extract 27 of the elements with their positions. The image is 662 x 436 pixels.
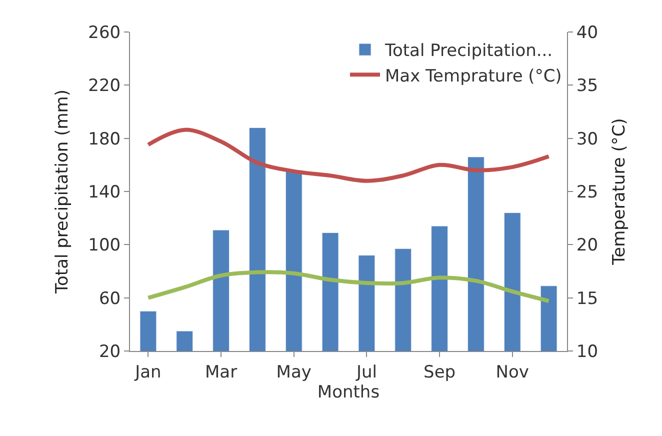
y-tick-label: 180 xyxy=(88,129,121,150)
y-tick-label: 140 xyxy=(88,182,121,202)
line-series xyxy=(146,270,551,304)
y2-tick-label: 10 xyxy=(576,342,598,362)
x-tick-label: May xyxy=(276,362,312,382)
x-tick-label: Jul xyxy=(355,362,377,382)
y-tick-label: 60 xyxy=(98,288,121,309)
y-tick-label: 260 xyxy=(88,22,121,43)
legend-label: Total Precipitation... xyxy=(384,41,553,62)
y2-tick-label: 20 xyxy=(576,236,598,256)
y2-tick-label: 30 xyxy=(576,129,598,150)
y-tick-label: 20 xyxy=(98,342,121,362)
y2-axis-title: Temperature (°C) xyxy=(609,118,630,266)
y-tick-label: 100 xyxy=(88,236,121,256)
x-tick-label: Jan xyxy=(134,362,162,382)
y-tick-label: 220 xyxy=(88,76,121,96)
x-tick-label: Mar xyxy=(205,362,238,382)
x-tick-label: Sep xyxy=(424,362,456,382)
y2-tick-label: 25 xyxy=(576,182,598,202)
y-axis-title: Total precipitation (mm) xyxy=(52,90,73,294)
x-tick-label: Nov xyxy=(496,362,529,382)
line-series xyxy=(146,128,551,183)
legend-label: Max Temprature (°C) xyxy=(385,66,562,86)
y2-tick-label: 35 xyxy=(576,76,598,96)
y2-tick-label: 40 xyxy=(576,22,598,43)
x-axis-title: Months xyxy=(317,382,380,402)
y2-tick-label: 15 xyxy=(576,288,598,309)
